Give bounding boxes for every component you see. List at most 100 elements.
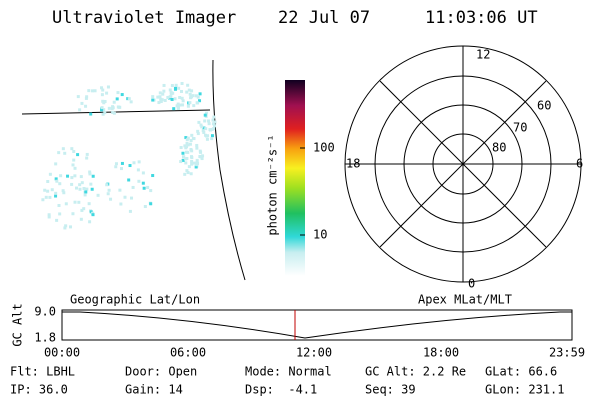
speckle: [43, 188, 47, 192]
speckle: [66, 174, 70, 178]
speckle: [198, 149, 202, 153]
apex-label: Apex MLat/MLT: [418, 293, 512, 307]
speckle: [187, 88, 191, 92]
speckle: [192, 161, 196, 165]
speckle: [137, 160, 141, 164]
speckle: [195, 158, 199, 162]
speckle: [48, 195, 52, 199]
speckle: [192, 104, 196, 108]
speckle: [186, 136, 190, 140]
speckle: [184, 161, 188, 165]
speckle: [204, 133, 208, 137]
speckle: [195, 163, 199, 167]
mlat-label: 60: [537, 99, 551, 113]
speckle: [47, 215, 51, 219]
speckle: [189, 172, 193, 176]
speckle: [77, 200, 81, 204]
colorbar: [285, 80, 305, 276]
speckle: [188, 101, 192, 105]
speckle: [63, 151, 67, 155]
speckle: [163, 98, 167, 102]
speckle: [91, 89, 95, 93]
limb-line: [21, 109, 211, 115]
speckle: [170, 84, 174, 88]
speckle: [189, 95, 193, 99]
auroral-image: [21, 59, 246, 281]
speckle: [93, 89, 97, 93]
speckle: [82, 186, 86, 190]
speckle: [195, 146, 199, 150]
speckle: [102, 108, 106, 112]
speckle: [189, 139, 193, 143]
speckle: [141, 171, 145, 175]
speckle: [48, 172, 52, 176]
speckle: [109, 197, 113, 201]
status-item: GLat: 66.6: [485, 365, 557, 379]
speckle: [89, 182, 93, 186]
speckle: [136, 168, 140, 172]
speckle: [211, 122, 215, 126]
mlat-label: 70: [513, 121, 527, 135]
speckle: [199, 155, 203, 159]
speckle: [160, 98, 164, 102]
speckle: [208, 128, 212, 132]
speckle: [111, 110, 115, 114]
speckle: [142, 186, 146, 190]
speckle: [82, 207, 86, 211]
speckle: [186, 171, 190, 175]
speckle: [196, 101, 200, 105]
speckle: [119, 202, 123, 206]
speckle: [131, 185, 135, 189]
speckle: [107, 106, 111, 110]
speckle: [85, 187, 89, 191]
speckle: [76, 153, 80, 157]
speckle: [143, 205, 147, 209]
speckle: [79, 217, 83, 221]
speckle: [80, 181, 84, 185]
speckle: [210, 137, 214, 141]
speckle: [61, 189, 65, 193]
speckle: [183, 144, 187, 148]
time-label: 18:00: [423, 346, 459, 360]
speckle: [119, 167, 123, 171]
date: 22 Jul 07: [278, 8, 370, 28]
speckle: [181, 103, 185, 107]
speckle: [76, 95, 80, 99]
speckle: [184, 136, 188, 140]
speckle: [162, 89, 166, 93]
speckle: [182, 155, 186, 159]
speckle: [46, 189, 50, 193]
speckle: [207, 119, 211, 123]
speckle: [55, 179, 59, 183]
speckle: [151, 95, 155, 99]
speckle: [159, 97, 163, 101]
speckle: [87, 202, 91, 206]
speckle: [196, 95, 200, 99]
mlt-label: 12: [476, 48, 490, 62]
mlt-label: 18: [346, 157, 360, 171]
speckle: [190, 149, 194, 153]
speckle: [123, 195, 127, 199]
speckle: [44, 195, 48, 199]
speckle: [188, 142, 192, 146]
speckle: [177, 86, 181, 90]
speckle: [172, 107, 176, 111]
status-item: Flt: LBHL: [10, 365, 75, 379]
geo-label: Geographic Lat/Lon: [70, 293, 200, 307]
speckle: [200, 157, 204, 161]
speckle: [80, 208, 84, 212]
speckle: [47, 213, 51, 217]
speckle: [88, 172, 92, 176]
speckle: [194, 94, 198, 98]
speckle: [88, 220, 92, 224]
spoke: [379, 80, 547, 248]
speckle: [85, 156, 89, 160]
speckle: [71, 212, 75, 216]
speckle: [146, 185, 150, 189]
speckle: [184, 150, 188, 154]
speckle: [75, 186, 79, 190]
speckle: [73, 174, 77, 178]
speckle: [106, 85, 110, 89]
speckle: [54, 194, 58, 198]
speckle: [120, 93, 124, 97]
